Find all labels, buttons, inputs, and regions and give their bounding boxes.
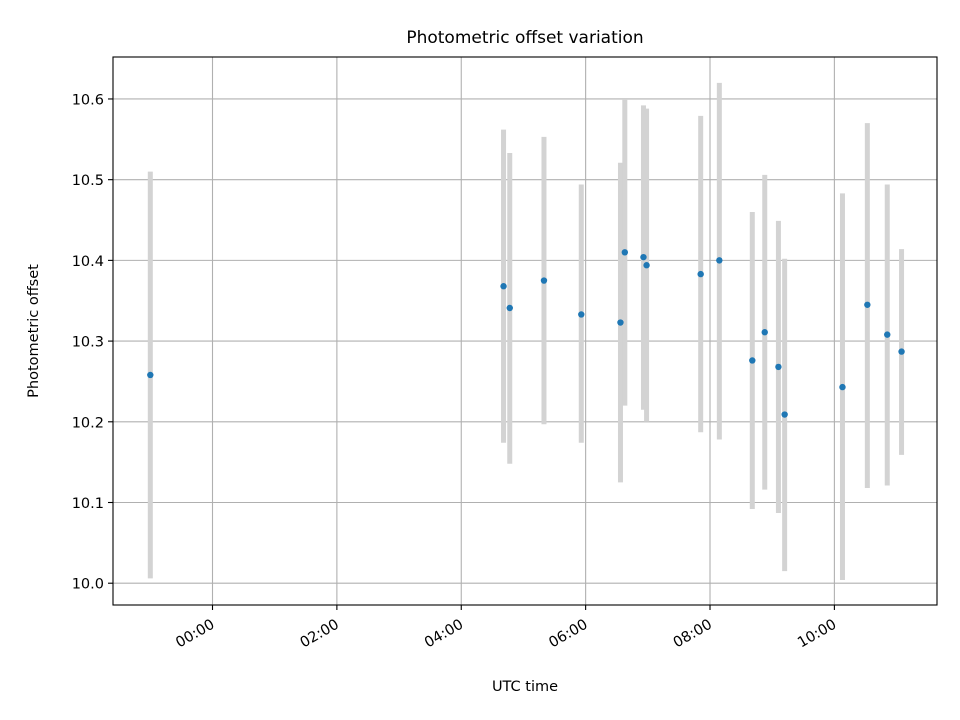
- data-point: [749, 357, 756, 364]
- data-point: [643, 262, 650, 269]
- grid: [113, 57, 937, 605]
- chart-title: Photometric offset variation: [406, 28, 643, 48]
- y-tick-label: 10.4: [72, 254, 104, 270]
- x-tick-label: 04:00: [422, 617, 466, 652]
- data-point: [578, 311, 585, 318]
- data-point: [617, 319, 624, 326]
- x-axis-label: UTC time: [492, 679, 558, 695]
- data-point: [898, 348, 905, 355]
- y-tick-label: 10.5: [72, 173, 104, 189]
- data-point: [621, 249, 629, 256]
- data-point: [884, 331, 891, 338]
- data-point: [506, 304, 513, 312]
- y-tick-label: 10.0: [72, 577, 104, 593]
- x-tick-label: 02:00: [298, 617, 342, 652]
- data-point: [540, 277, 548, 284]
- data-point: [864, 301, 871, 308]
- data-point: [775, 363, 782, 371]
- x-tick-label: 06:00: [546, 617, 590, 652]
- y-tick-label: 10.1: [72, 496, 104, 512]
- data-point: [839, 383, 846, 391]
- y-axis-label: Photometric offset: [26, 264, 42, 398]
- x-tick-label: 08:00: [671, 617, 715, 652]
- x-tick-label: 00:00: [173, 617, 217, 652]
- plot-frame: [112, 56, 938, 606]
- y-tick-label: 10.2: [72, 415, 104, 431]
- axis-ticks: 00:00 02:00 04:00 06:00 08:00 10:00 10.0 10.1 10…: [72, 92, 840, 651]
- data-point: [761, 329, 768, 336]
- data-point: [147, 371, 154, 379]
- data-point: [781, 411, 788, 418]
- x-tick-label: 10:00: [795, 617, 839, 652]
- data-point: [500, 283, 507, 290]
- data-points: [147, 249, 905, 418]
- error-bars: [147, 82, 905, 580]
- y-tick-label: 10.3: [72, 335, 104, 351]
- data-point: [716, 257, 723, 264]
- y-tick-label: 10.6: [72, 92, 104, 108]
- data-point: [697, 270, 704, 278]
- data-point: [640, 253, 647, 261]
